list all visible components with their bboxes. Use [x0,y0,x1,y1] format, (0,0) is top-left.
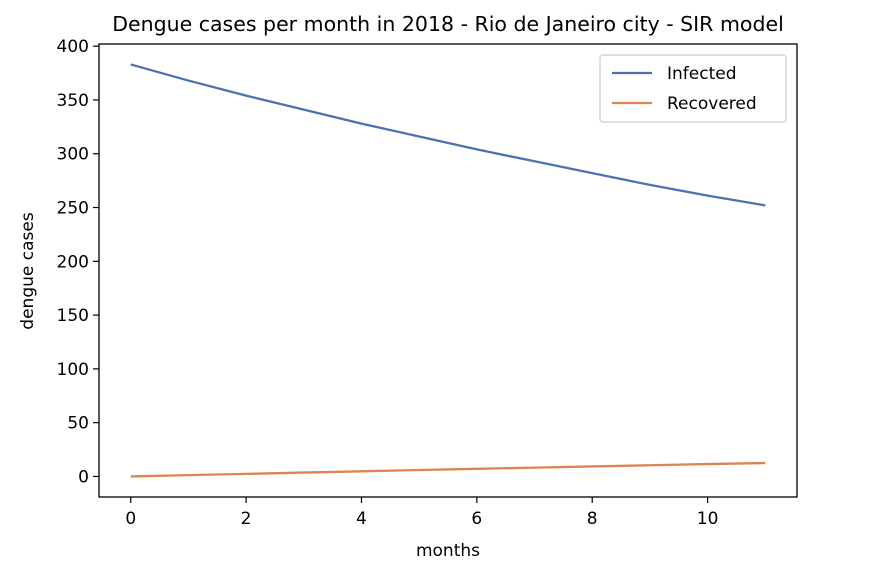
x-tick-label: 4 [356,509,367,529]
series-line-infected [130,63,766,207]
y-tick-label: 300 [57,145,89,165]
x-tick-label: 6 [471,509,482,529]
y-tick-label: 150 [57,306,89,326]
y-tick-label: 100 [57,360,89,380]
y-tick-label: 200 [57,252,89,272]
series-line-recovered [130,461,766,478]
x-axis-label: months [416,541,480,561]
y-tick-label: 350 [57,91,89,111]
legend-box [599,54,787,123]
legend: Infected Recovered [599,54,787,123]
y-tick-label: 400 [57,37,89,57]
series-lines [130,63,766,478]
y-tick-label: 0 [78,467,89,487]
x-tick-label: 10 [697,509,719,529]
x-tick-label: 2 [241,509,252,529]
y-tick-label: 50 [67,414,89,434]
chart-title: Dengue cases per month in 2018 - Rio de … [112,12,784,36]
x-tick-label: 0 [125,509,136,529]
legend-label-infected: Infected [667,64,737,84]
legend-label-recovered: Recovered [667,94,757,114]
x-tick-label: 8 [587,509,598,529]
y-tick-label: 250 [57,199,89,219]
axes-frame [98,43,798,498]
y-axis-label: dengue cases [18,212,38,330]
